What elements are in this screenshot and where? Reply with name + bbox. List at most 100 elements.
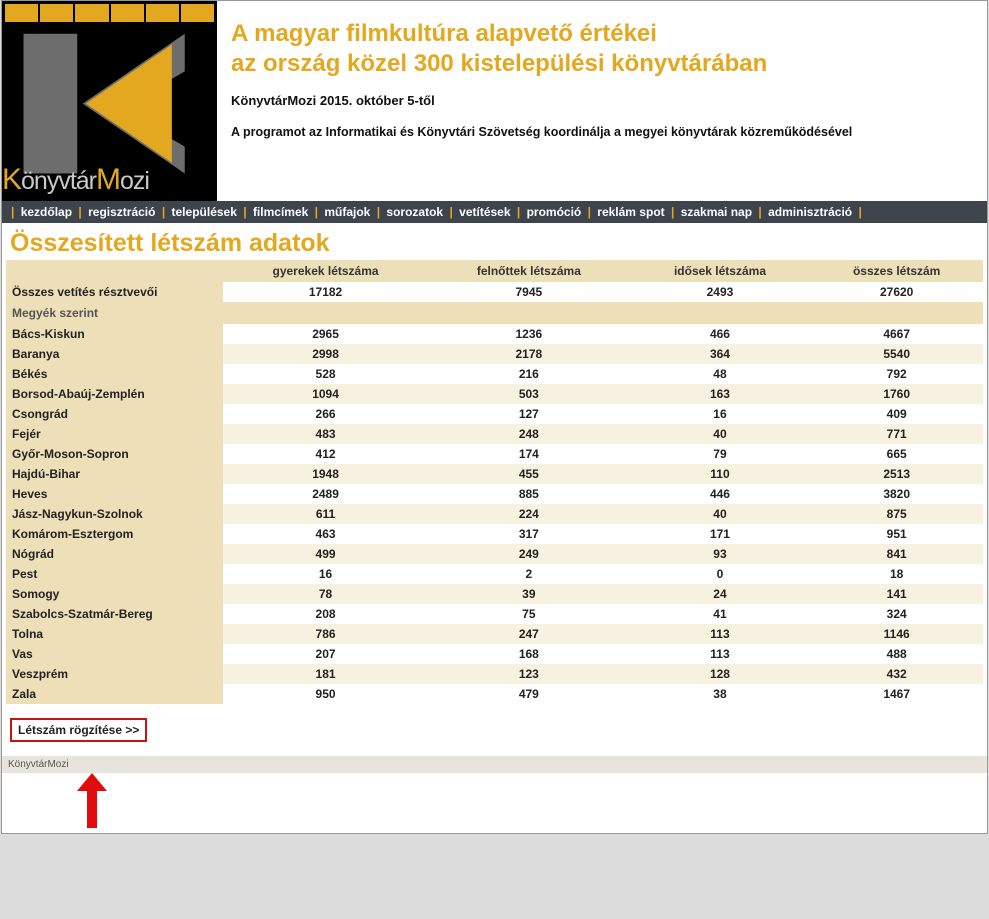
data-table: gyerekek létszáma felnőttek létszáma idő… (6, 260, 983, 704)
row-label: Győr-Moson-Sopron (6, 444, 223, 464)
table-cell: 875 (810, 504, 983, 524)
th-adults: felnőttek létszáma (428, 260, 630, 282)
nav-link[interactable]: vetítések (459, 205, 510, 219)
table-cell: 127 (428, 404, 630, 424)
table-cell: 466 (630, 324, 811, 344)
table-cell: 463 (223, 524, 428, 544)
table-cell: 168 (428, 644, 630, 664)
table-cell: 266 (223, 404, 428, 424)
table-cell: 951 (810, 524, 983, 544)
nav-link[interactable]: települések (172, 205, 237, 219)
table-cell: 324 (810, 604, 983, 624)
table-cell: 40 (630, 424, 811, 444)
page-title-main: A magyar filmkultúra alapvető értékei az… (231, 19, 973, 79)
table-cell: 248 (428, 424, 630, 444)
table-cell: 2965 (223, 324, 428, 344)
nav-link[interactable]: regisztráció (88, 205, 155, 219)
table-cell: 3820 (810, 484, 983, 504)
total-label: Összes vetítés résztvevői (6, 282, 223, 302)
table-cell: 771 (810, 424, 983, 444)
page-wrap: KönyvtárMozi A magyar filmkultúra alapve… (1, 0, 988, 834)
table-cell: 2998 (223, 344, 428, 364)
header-description: A programot az Informatikai és Könyvtári… (231, 124, 973, 142)
table-cell: 364 (630, 344, 811, 364)
table-cell: 611 (223, 504, 428, 524)
nav-link[interactable]: promóció (527, 205, 582, 219)
table-cell: 181 (223, 664, 428, 684)
table-cell: 0 (630, 564, 811, 584)
table-cell: 446 (630, 484, 811, 504)
table-cell: 216 (428, 364, 630, 384)
table-cell: 1236 (428, 324, 630, 344)
table-cell: 18 (810, 564, 983, 584)
logo-k-icon (2, 23, 217, 184)
section-title: Összesített létszám adatok (10, 229, 983, 258)
table-cell: 1094 (223, 384, 428, 404)
row-label: Fejér (6, 424, 223, 444)
row-label: Komárom-Esztergom (6, 524, 223, 544)
record-button[interactable]: Létszám rögzítése >> (10, 718, 147, 742)
table-cell: 128 (630, 664, 811, 684)
table-cell: 79 (630, 444, 811, 464)
nav-link[interactable]: műfajok (324, 205, 370, 219)
table-cell: 207 (223, 644, 428, 664)
th-empty (6, 260, 223, 282)
table-cell: 93 (630, 544, 811, 564)
table-cell: 224 (428, 504, 630, 524)
table-cell: 113 (630, 644, 811, 664)
row-label: Bács-Kiskun (6, 324, 223, 344)
table-cell: 4667 (810, 324, 983, 344)
table-cell: 247 (428, 624, 630, 644)
table-cell: 2178 (428, 344, 630, 364)
nav-link[interactable]: kezdőlap (21, 205, 72, 219)
header: KönyvtárMozi A magyar filmkultúra alapve… (2, 1, 987, 201)
row-label: Tolna (6, 624, 223, 644)
table-cell: 174 (428, 444, 630, 464)
nav-link[interactable]: szakmai nap (681, 205, 752, 219)
section-header: Megyék szerint (6, 302, 983, 324)
logo-text: KönyvtárMozi (2, 163, 217, 197)
table-cell: 16 (223, 564, 428, 584)
table-cell: 950 (223, 684, 428, 704)
table-cell: 1760 (810, 384, 983, 404)
nav-link[interactable]: reklám spot (597, 205, 664, 219)
row-label: Vas (6, 644, 223, 664)
table-cell: 249 (428, 544, 630, 564)
table-cell: 317 (428, 524, 630, 544)
table-cell: 40 (630, 504, 811, 524)
table-cell: 78 (223, 584, 428, 604)
table-cell: 409 (810, 404, 983, 424)
table-cell: 499 (223, 544, 428, 564)
table-cell: 2489 (223, 484, 428, 504)
th-elderly: idősek létszáma (630, 260, 811, 282)
table-cell: 503 (428, 384, 630, 404)
table-cell: 41 (630, 604, 811, 624)
table-cell: 1467 (810, 684, 983, 704)
table-cell: 16 (630, 404, 811, 424)
table-cell: 841 (810, 544, 983, 564)
table-cell: 412 (223, 444, 428, 464)
nav-link[interactable]: sorozatok (386, 205, 443, 219)
table-cell: 141 (810, 584, 983, 604)
th-children: gyerekek létszáma (223, 260, 428, 282)
nav-link[interactable]: filmcímek (253, 205, 308, 219)
table-cell: 110 (630, 464, 811, 484)
row-label: Borsod-Abaúj-Zemplén (6, 384, 223, 404)
row-label: Szabolcs-Szatmár-Bereg (6, 604, 223, 624)
row-label: Békés (6, 364, 223, 384)
row-label: Zala (6, 684, 223, 704)
table-cell: 24 (630, 584, 811, 604)
total-cell: 2493 (630, 282, 811, 302)
nav-link[interactable]: adminisztráció (768, 205, 852, 219)
table-cell: 171 (630, 524, 811, 544)
row-label: Csongrád (6, 404, 223, 424)
row-label: Veszprém (6, 664, 223, 684)
total-cell: 27620 (810, 282, 983, 302)
footer: KönyvtárMozi (2, 756, 987, 773)
table-cell: 39 (428, 584, 630, 604)
table-cell: 483 (223, 424, 428, 444)
row-label: Pest (6, 564, 223, 584)
total-cell: 17182 (223, 282, 428, 302)
total-cell: 7945 (428, 282, 630, 302)
table-cell: 75 (428, 604, 630, 624)
